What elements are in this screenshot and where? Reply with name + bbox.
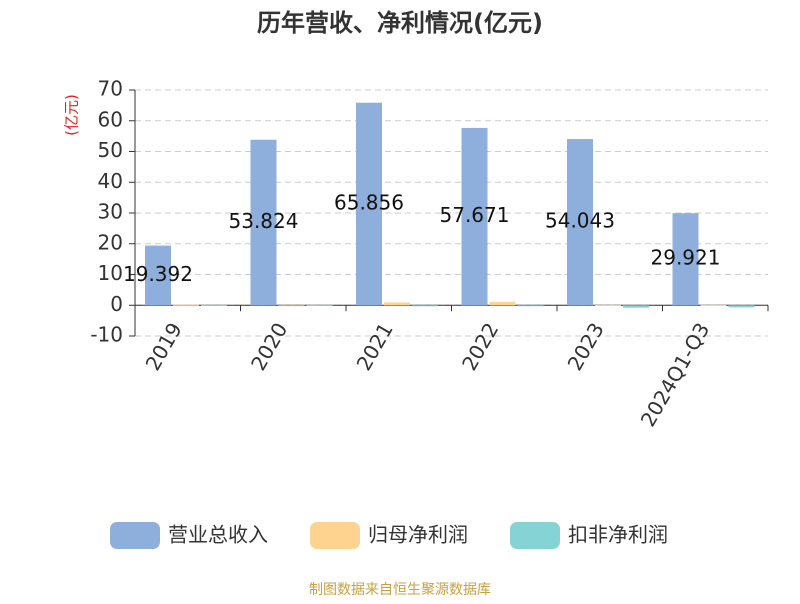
y-tick-label: 50 [98,138,123,162]
data-label: 57.671 [440,203,510,227]
legend-swatch [510,522,560,549]
bar [700,304,727,306]
data-label: 29.921 [651,246,721,270]
legend-label: 归母净利润 [368,523,468,547]
y-tick-label: 60 [98,107,123,131]
bar [595,304,621,306]
bar [672,213,699,306]
bar [356,102,382,306]
x-tick-label: 2024Q1-Q3 [636,319,715,431]
bar [250,139,277,306]
bar [567,139,593,306]
data-label: 54.043 [545,209,615,233]
y-tick-label: 40 [98,169,123,193]
legend-swatch [110,522,160,549]
chart-title: 历年营收、净利情况(亿元) [257,9,543,37]
bar [145,245,171,306]
legend-label: 扣非净利润 [568,523,668,547]
y-tick-label: 10 [98,261,123,285]
x-tick-label: 2023 [563,319,609,375]
y-tick-label: 0 [110,292,123,316]
legend-swatch [310,522,360,549]
bar [384,302,410,306]
x-tick-label: 2019 [141,319,187,375]
y-tick-label: 20 [98,230,123,254]
bar [278,305,305,307]
bar [306,304,333,306]
legend-label: 营业总收入 [168,523,268,547]
y-tick-label: -10 [90,323,123,347]
y-tick-label: 70 [98,77,123,101]
data-label: 53.824 [229,209,299,233]
source-note: 制图数据来自恒生聚源数据库 [309,582,491,598]
bar [412,305,438,307]
bar [517,305,544,307]
bar [201,304,227,306]
bar [623,305,649,308]
x-tick-label: 2021 [352,319,398,375]
y-axis-label: (亿元) [63,94,81,136]
bar [173,304,199,306]
bar [461,127,488,306]
x-tick-label: 2020 [246,319,292,375]
bar [728,305,755,308]
data-label: 65.856 [334,190,404,214]
bar [489,301,516,306]
y-tick-label: 30 [98,200,123,224]
data-label: 19.392 [123,262,193,286]
x-tick-label: 2022 [457,319,503,375]
